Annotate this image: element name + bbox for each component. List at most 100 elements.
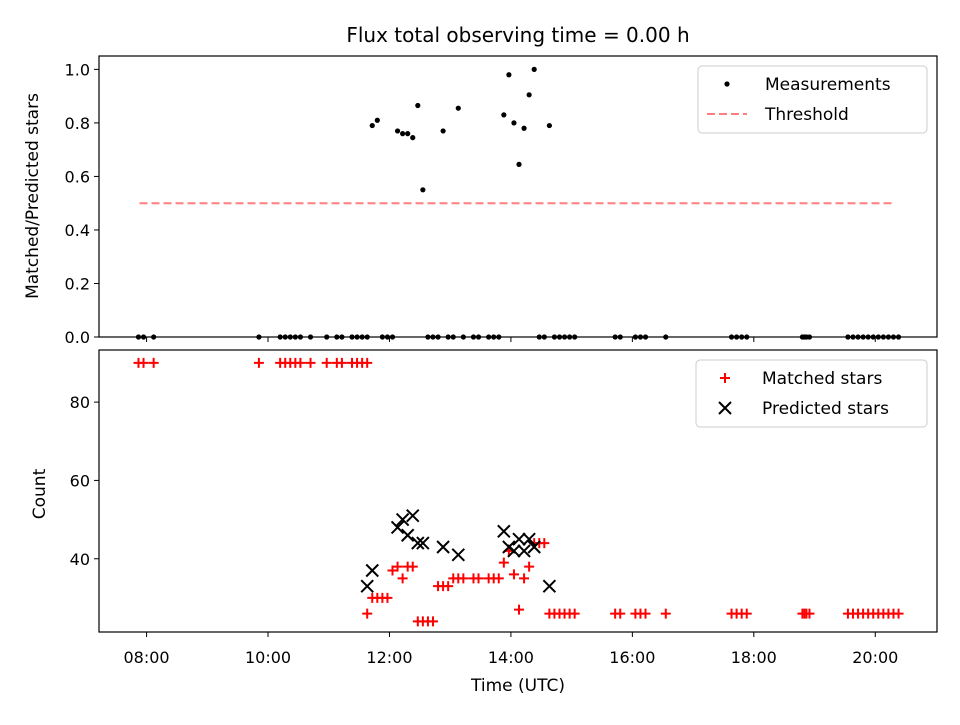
ratio-panel: 0.0 0.2 0.4 0.6 0.8 1.0 Measurements Threshold — [65, 55, 938, 347]
matched-star-point — [804, 608, 815, 619]
bottom-y-axis-label: Count — [30, 468, 50, 519]
legend: Measurements Threshold — [697, 65, 928, 134]
legend-measurement-swatch — [724, 81, 730, 87]
measurement-point — [405, 131, 411, 137]
matched-star-point — [569, 608, 580, 619]
chart-title: Flux total observing time = 0.00 h — [346, 23, 689, 47]
panel-frame — [98, 349, 938, 633]
matched-star-point — [407, 561, 418, 572]
measurement-point — [415, 102, 421, 109]
matched-star-point — [524, 561, 535, 572]
predicted-star-point — [390, 520, 405, 535]
legend: Matched stars Predicted stars — [695, 359, 928, 428]
measurement-point — [521, 125, 527, 131]
measurement-point — [511, 120, 517, 126]
matched-star-point — [893, 608, 904, 619]
predicted-star-point — [527, 540, 541, 554]
predicted-star-point — [400, 528, 415, 542]
matched-star-point — [382, 592, 393, 603]
y-tick-label: 60 — [70, 471, 90, 490]
y-tick-label: 1.0 — [65, 60, 90, 79]
measurement-point — [531, 66, 537, 72]
matched-star-point — [458, 573, 469, 584]
matched-star-point — [508, 569, 519, 580]
legend-label: Matched stars — [762, 369, 882, 389]
predicted-star-point — [451, 548, 465, 562]
measurement-point — [516, 161, 522, 167]
matched-star-point — [321, 357, 332, 368]
measurement-point — [374, 117, 380, 123]
count-panel: 40 60 80 08:00 10:00 12:00 14:00 16:00 18:00 20:0… — [70, 349, 938, 667]
matched-star-point — [148, 357, 159, 368]
legend-box — [695, 359, 928, 428]
matched-star-point — [138, 357, 149, 368]
matched-star-point — [493, 573, 504, 584]
predicted-star-point — [411, 536, 425, 550]
x-tick-label: 16:00 — [609, 648, 655, 667]
predicted-star-point — [395, 512, 410, 527]
measurement-point — [369, 122, 375, 129]
matched-star-point — [336, 357, 347, 368]
predicted-star-point — [497, 524, 511, 539]
predicted-star-point — [365, 563, 379, 578]
measurement-point — [410, 135, 416, 141]
matched-star-point — [392, 561, 403, 572]
matched-star-point — [539, 538, 550, 549]
panel-frame — [98, 55, 938, 338]
matched-star-point — [519, 573, 530, 584]
predicted-star-point — [517, 544, 531, 558]
predicted-star-point — [436, 540, 450, 554]
y-tick-label: 0.6 — [65, 167, 90, 186]
y-tick-label: 40 — [70, 550, 90, 569]
matched-star-point — [397, 573, 408, 584]
legend-predicted-swatch — [718, 401, 732, 415]
predicted-star-point — [542, 579, 557, 593]
predicted-star-point — [512, 532, 526, 546]
matched-star-point — [660, 608, 671, 619]
predicted-star-point — [416, 536, 430, 550]
x-tick-label: 20:00 — [852, 648, 898, 667]
matched-star-point — [443, 581, 454, 592]
matched-star-point — [427, 616, 438, 627]
matched-star-point — [253, 357, 264, 368]
y-tick-label: 0.4 — [65, 221, 90, 240]
y-tick-label: 0.8 — [65, 114, 90, 133]
measurement-point — [394, 128, 401, 134]
measurement-point — [420, 187, 426, 193]
predicted-star-point — [360, 579, 374, 593]
matched-star-point — [514, 604, 525, 615]
legend-label: Threshold — [764, 105, 849, 125]
matched-star-point — [741, 608, 752, 619]
y-tick-label: 0.0 — [65, 328, 90, 347]
measurement-point — [501, 112, 507, 118]
bottom-x-axis-label: Time (UTC) — [470, 676, 565, 696]
x-tick-label: 18:00 — [731, 648, 777, 667]
legend-label: Predicted stars — [762, 399, 889, 419]
measurement-point — [400, 131, 406, 137]
matched-star-point — [305, 357, 316, 368]
measurement-point — [546, 122, 552, 129]
matched-star-point — [498, 557, 509, 568]
matched-star-point — [640, 608, 651, 619]
x-tick-label: 12:00 — [366, 648, 412, 667]
top-y-axis-label: Matched/Predicted stars — [23, 93, 43, 299]
matched-star-point — [387, 565, 398, 576]
measurement-point — [455, 105, 461, 111]
matched-star-point — [362, 608, 373, 619]
x-tick-label: 14:00 — [488, 648, 534, 667]
measurement-point — [506, 72, 512, 78]
measurement-point — [526, 92, 532, 98]
y-tick-label: 0.2 — [65, 274, 90, 293]
predicted-star-point — [406, 508, 420, 523]
legend-matched-swatch — [720, 373, 730, 383]
matched-star-point — [473, 573, 484, 584]
measurement-point — [440, 128, 446, 134]
series-matched-stars — [133, 357, 904, 627]
matched-star-point — [362, 357, 373, 368]
x-tick-label: 10:00 — [245, 648, 291, 667]
predicted-star-point — [522, 532, 536, 546]
matched-star-point — [615, 608, 626, 619]
y-tick-label: 80 — [70, 393, 90, 412]
